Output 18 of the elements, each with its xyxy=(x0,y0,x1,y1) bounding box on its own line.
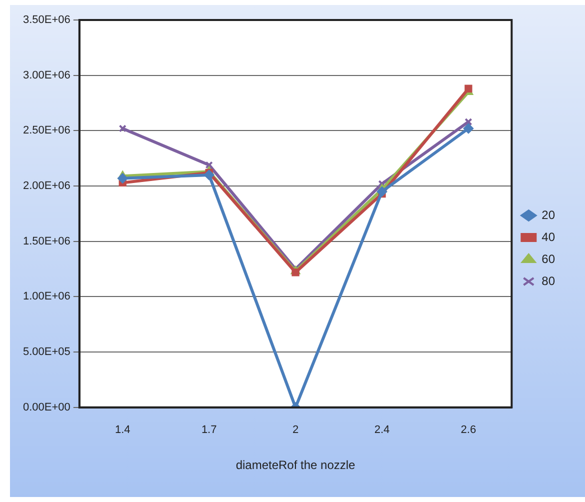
legend-label: 80 xyxy=(542,274,556,288)
x-tick-label: 2.4 xyxy=(374,424,390,436)
y-tick-label: 0.00E+00 xyxy=(23,401,70,414)
y-tick-label: 3.00E+06 xyxy=(23,69,70,82)
x-tick-label: 2.6 xyxy=(460,424,476,436)
x-tick-label: 2 xyxy=(292,424,299,436)
y-tick-label: 1.50E+06 xyxy=(23,235,70,248)
legend-label: 40 xyxy=(542,230,556,244)
y-tick-label: 1.00E+06 xyxy=(23,290,70,303)
y-tick-label: 3.50E+06 xyxy=(23,14,70,26)
y-tick-label: 5.00E+05 xyxy=(23,346,70,358)
x-axis-title: diameteRof the nozzle xyxy=(236,458,356,472)
legend-label: 20 xyxy=(542,208,556,222)
x-tick-label: 1.7 xyxy=(201,424,217,436)
y-tick-label: 2.50E+06 xyxy=(23,124,70,137)
legend-label: 60 xyxy=(542,252,556,266)
x-tick-label: 1.4 xyxy=(114,424,130,436)
y-tick-label: 2.00E+06 xyxy=(23,180,70,192)
